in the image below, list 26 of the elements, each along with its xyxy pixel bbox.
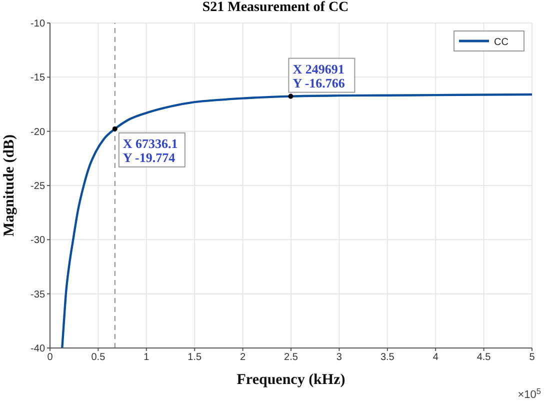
x-tick-label: 0	[47, 352, 54, 364]
line-series	[61, 93, 532, 348]
chart-title: S21 Measurement of CC	[201, 0, 350, 16]
x-tick-label: 1.5	[188, 352, 202, 364]
x-tick-label: 4	[432, 352, 439, 364]
x-tick-label: 3.5	[380, 352, 395, 364]
y-tick-label: -35	[30, 289, 46, 300]
x-tick-label: 1	[144, 352, 150, 364]
x-axis-title: Frequency (kHz)	[236, 372, 346, 388]
x-tick-label: 2.5	[284, 352, 298, 364]
y-tick-label: -15	[30, 72, 46, 84]
x-tick-label: 5	[529, 352, 536, 364]
y-tick-label: -30	[30, 235, 46, 246]
annotation: X 67336.1 Y -19.774	[122, 136, 178, 165]
y-tick-label: -20	[30, 126, 46, 138]
text: ×10$^{5}$	[518, 386, 542, 401]
y-tick-label: -40	[30, 344, 46, 355]
y-tick-label: -25	[30, 181, 46, 192]
x-tick-label: 4.5	[476, 352, 492, 364]
annotation: X 249691 Y -16.766	[292, 61, 346, 90]
x-tick-label: 3	[336, 352, 342, 364]
x-tick-label: 0.5	[91, 352, 106, 364]
y-axis-title: Magnitude (dB)	[1, 134, 18, 237]
legend-label: CC	[494, 37, 508, 48]
y-tick-label: -10	[30, 18, 46, 30]
x-tick-label: 2	[240, 352, 246, 364]
